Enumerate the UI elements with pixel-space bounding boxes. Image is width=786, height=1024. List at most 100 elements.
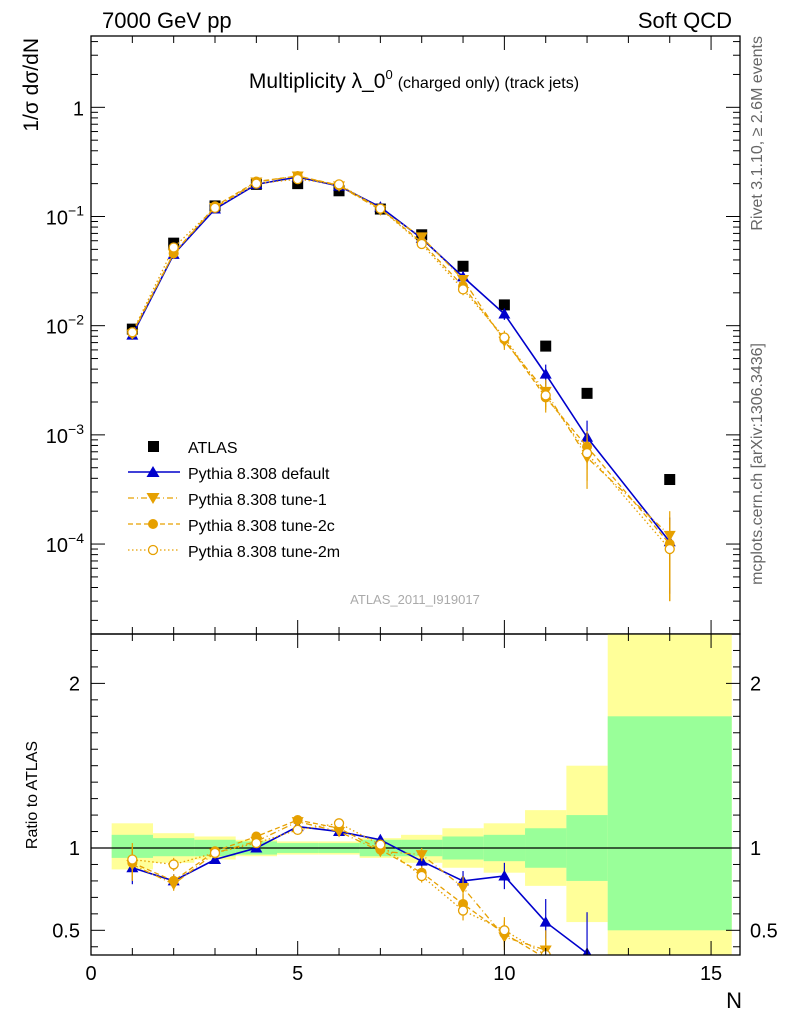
x-tick-label: 5 <box>292 963 303 985</box>
y-tick-label-ratio-right: 0.5 <box>750 920 778 942</box>
legend: ATLAS Pythia 8.308 default Pythia 8.308 … <box>128 440 340 561</box>
y-tick-label-base: 1 <box>73 98 84 120</box>
point-tune2m <box>127 327 138 338</box>
y-tick-label-ratio: 1 <box>69 838 80 860</box>
main-data-layer <box>126 170 676 602</box>
main-panel: 10−410−310−210−11 <box>46 35 741 635</box>
ratio-line-tune1 <box>132 820 546 951</box>
legend-item-tune2c: Pythia 8.308 tune-2c <box>128 518 335 535</box>
series-line-default <box>131 176 671 543</box>
plot-title-main: Multiplicity λ_0 <box>249 70 386 93</box>
point-tune2m <box>499 332 510 343</box>
point-tune1 <box>457 274 470 286</box>
header-right: Soft QCD <box>638 8 732 33</box>
legend-marker-tune1 <box>146 493 160 504</box>
y-tick-label-ratio-right: 1 <box>750 838 761 860</box>
point-tune2m <box>209 202 221 214</box>
point-tune2m <box>292 173 303 185</box>
ratio-point-tune2m <box>416 870 427 882</box>
atlas-point <box>540 340 552 352</box>
legend-item-tune1: Pythia 8.308 tune-1 <box>128 492 327 509</box>
legend-label-tune2m: Pythia 8.308 tune-2m <box>188 544 340 561</box>
y-tick-label-exp: −1 <box>68 203 84 219</box>
y-tick-label-exp: −2 <box>68 312 84 328</box>
plot-title: Multiplicity λ_00 (charged only) (track j… <box>249 67 579 93</box>
legend-label-atlas: ATLAS <box>188 440 238 457</box>
point-default <box>498 307 511 319</box>
ratio-point-tune1 <box>457 883 470 894</box>
point-tune2m <box>664 543 675 555</box>
ratio-frame <box>90 633 741 956</box>
y-tick-label-base: 10 <box>46 426 68 448</box>
ratio-point-tune2m <box>251 837 262 849</box>
series-line-tune2c <box>131 175 671 545</box>
y-tick-label-ratio: 0.5 <box>52 920 80 942</box>
legend-marker-default <box>146 466 160 477</box>
ratio-point-tune2m <box>292 824 303 836</box>
ratio-point-tune2m <box>333 818 345 829</box>
point-tune2m <box>168 242 179 253</box>
ratio-point-tune2m <box>127 854 138 865</box>
ratio-point-default <box>498 869 511 881</box>
legend-label-tune2c: Pythia 8.308 tune-2c <box>188 518 335 535</box>
x-tick-label: 10 <box>493 963 515 985</box>
ratio-data-layer <box>91 634 740 955</box>
y-tick-label-main: 1 <box>73 98 84 120</box>
ratio-panel: 0.5 0.5 1 1 2 2 0 5 10 15 <box>52 633 778 985</box>
y-tick-label-main: 10−2 <box>46 312 84 339</box>
y-tick-label-ratio-right: 2 <box>750 673 761 695</box>
atlas-point <box>581 387 593 399</box>
x-tick-label: 15 <box>700 963 722 985</box>
y-axis-label-main: 1/σ dσ/dN <box>20 38 43 132</box>
y-tick-label-base: 10 <box>46 208 68 230</box>
point-default <box>539 368 552 379</box>
ratio-point-tune2m <box>457 905 469 916</box>
point-tune2m <box>540 390 551 401</box>
y-tick-label-main: 10−1 <box>46 203 84 230</box>
uncertainty-band-inner <box>607 716 732 931</box>
ratio-point-default <box>539 916 552 927</box>
mcplots-label: mcplots.cern.ch [arXiv:1306.3436] <box>749 343 766 585</box>
y-axis-label-ratio: Ratio to ATLAS <box>24 741 41 849</box>
atlas-point <box>664 474 676 486</box>
analysis-id: ATLAS_2011_I919017 <box>350 592 480 607</box>
y-tick-label-base: 10 <box>46 535 68 557</box>
legend-item-tune2m: Pythia 8.308 tune-2m <box>128 544 340 561</box>
x-tick-label: 0 <box>85 963 96 985</box>
point-tune2m <box>457 284 469 295</box>
legend-marker-atlas <box>148 441 159 452</box>
y-tick-label-main: 10−3 <box>46 421 84 448</box>
header-left: 7000 GeV pp <box>102 8 232 33</box>
plot-title-tail: (charged only) (track jets) <box>398 75 579 92</box>
uncertainty-band-inner <box>153 838 195 857</box>
rivet-label: Rivet 3.1.10, ≥ 2.6M events <box>749 36 766 231</box>
y-tick-label-ratio: 2 <box>69 673 80 695</box>
legend-item-atlas: ATLAS <box>148 440 238 457</box>
y-tick-label-exp: −3 <box>68 421 84 437</box>
ratio-point-tune2c <box>168 875 179 886</box>
ratio-point-tune2m <box>499 925 510 936</box>
ratio-point-tune2m <box>209 847 221 859</box>
atlas-point <box>498 299 510 311</box>
atlas-point <box>457 260 469 272</box>
legend-marker-tune2m <box>147 544 159 556</box>
legend-label-tune1: Pythia 8.308 tune-1 <box>188 492 327 509</box>
legend-label-default: Pythia 8.308 default <box>188 466 330 483</box>
ratio-point-tune2c <box>292 815 303 826</box>
plot-title-sup: 0 <box>385 67 392 82</box>
ratio-point-tune2m <box>375 839 386 850</box>
y-tick-label-main: 10−4 <box>46 530 84 557</box>
ratio-point-tune2m <box>168 859 179 870</box>
y-tick-label-exp: −4 <box>68 530 84 546</box>
y-tick-label-base: 10 <box>46 317 68 339</box>
point-tune2m <box>581 447 593 459</box>
point-tune2m <box>416 238 427 250</box>
x-axis-label: N <box>726 988 742 1013</box>
point-tune2m <box>333 179 345 190</box>
legend-item-default: Pythia 8.308 default <box>128 466 330 483</box>
ratio-line-default <box>132 825 588 954</box>
point-tune2m <box>251 178 262 189</box>
ratio-point-tune1 <box>415 850 428 861</box>
legend-marker-tune2c <box>148 519 158 529</box>
